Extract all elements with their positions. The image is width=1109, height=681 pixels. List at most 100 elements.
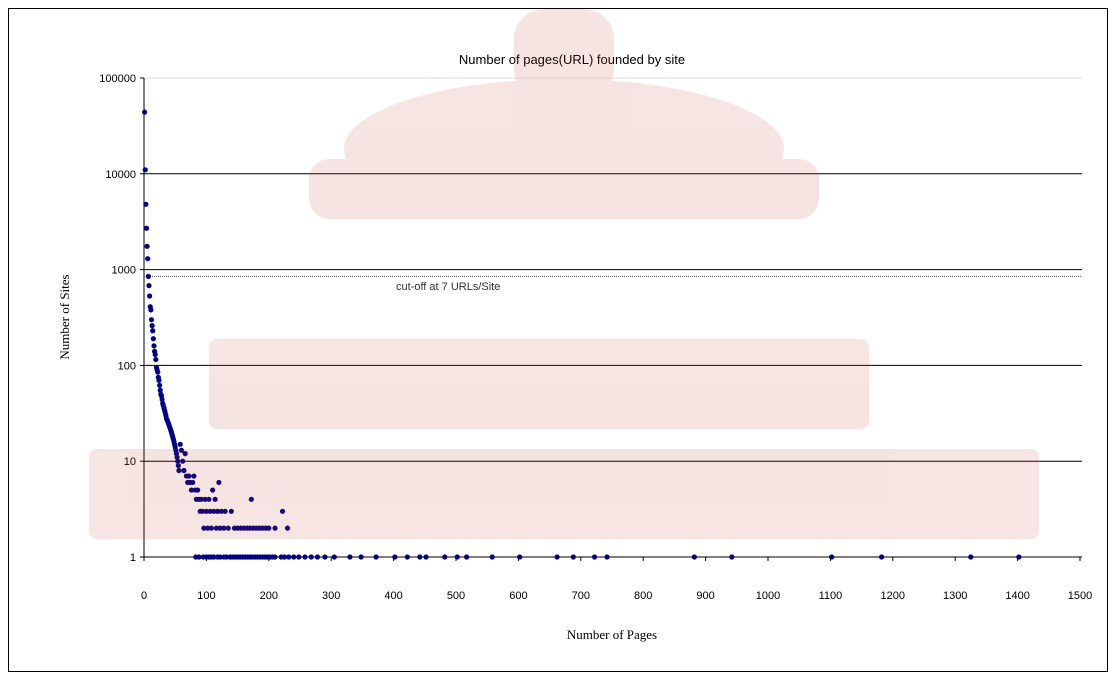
data-point (222, 508, 228, 514)
data-point (968, 554, 974, 560)
x-tick-label: 0 (141, 590, 147, 602)
data-point (221, 525, 227, 531)
data-point (146, 283, 152, 289)
data-point (176, 467, 182, 474)
data-point (210, 487, 216, 493)
data-point (186, 473, 192, 479)
x-tick-label: 1300 (943, 590, 967, 602)
data-point (143, 225, 150, 231)
x-tick-label: 600 (509, 590, 527, 602)
data-point (181, 467, 187, 474)
x-tick-label: 700 (572, 590, 590, 602)
data-point (392, 554, 398, 560)
data-point (144, 243, 150, 249)
data-point (281, 554, 287, 560)
x-tick-label: 1200 (881, 590, 905, 602)
data-point (517, 554, 523, 560)
data-point (554, 554, 560, 560)
cutoff-annotation: cut-off at 7 URLs/Site (396, 281, 500, 293)
data-point (175, 458, 181, 464)
data-point (604, 554, 610, 560)
data-point (331, 554, 337, 560)
data-point (205, 525, 211, 531)
data-point (279, 508, 286, 514)
data-point (149, 323, 155, 329)
data-point (143, 201, 149, 207)
y-tick-label: 1 (130, 552, 136, 564)
seal-canopy-shape (344, 79, 784, 219)
data-point (191, 473, 197, 479)
data-point (157, 382, 163, 388)
data-point (198, 496, 205, 502)
y-tick-label: 10000 (105, 169, 136, 181)
data-point (196, 554, 202, 560)
data-point (155, 369, 161, 375)
data-point (145, 273, 151, 279)
gridlines (144, 77, 1082, 462)
data-point (156, 377, 162, 383)
data-point (190, 479, 196, 486)
data-point (228, 508, 234, 514)
data-point (266, 525, 272, 531)
data-point (423, 554, 429, 560)
data-point (202, 496, 208, 502)
data-point (177, 441, 183, 447)
x-tick-label: 1500 (1068, 590, 1092, 602)
y-tick-label: 100000 (99, 73, 136, 85)
x-tick-label: 500 (447, 590, 465, 602)
data-point (223, 554, 229, 560)
x-tick-label: 200 (260, 590, 278, 602)
data-point (151, 343, 157, 349)
data-point (302, 554, 308, 560)
x-axis-label: Number of Pages (567, 627, 657, 642)
data-point (217, 525, 223, 531)
seal-crown-shape (514, 9, 614, 99)
data-point (248, 496, 254, 502)
data-point (347, 554, 353, 560)
data-point (206, 496, 212, 502)
data-point (570, 554, 576, 560)
data-point (878, 554, 885, 560)
data-point (212, 496, 218, 502)
data-point (178, 447, 185, 453)
data-point (157, 387, 163, 393)
y-tick-label: 1000 (112, 265, 136, 277)
data-point (218, 508, 224, 514)
data-point (200, 508, 206, 514)
x-tick-label: 100 (197, 590, 215, 602)
data-point (148, 307, 154, 313)
data-point (211, 554, 217, 560)
data-point (291, 554, 297, 560)
y-tick-label: 10 (124, 456, 136, 468)
y-axis-ticks: 1 10 100 1000 10000 100000 (99, 73, 144, 564)
scatter-chart: Number of pages(URL) founded by site 1 10… (57, 52, 1092, 642)
data-point (153, 356, 159, 363)
chart-title: Number of pages(URL) founded by site (459, 52, 685, 67)
data-point (454, 554, 460, 560)
data-point (188, 487, 195, 493)
seal-band-upper (209, 339, 869, 429)
data-point (207, 508, 213, 514)
data-point (217, 554, 223, 560)
university-seal-watermark (89, 9, 1039, 539)
data-point (142, 109, 148, 115)
x-tick-label: 900 (696, 590, 714, 602)
data-point (829, 554, 835, 560)
data-point (147, 293, 153, 299)
data-point (182, 451, 188, 457)
x-tick-label: 400 (384, 590, 402, 602)
data-point (314, 554, 321, 560)
data-point (464, 554, 470, 560)
data-point (180, 458, 186, 464)
y-axis-label: Number of Sites (57, 274, 72, 359)
x-tick-label: 800 (634, 590, 652, 602)
data-point (272, 554, 278, 560)
data-point (272, 525, 278, 531)
data-point (175, 462, 181, 469)
x-tick-label: 1000 (756, 590, 780, 602)
seal-band-lower (89, 449, 1039, 539)
data-point (1016, 554, 1022, 560)
data-point (195, 487, 201, 493)
data-point (729, 554, 735, 560)
data-point (174, 454, 180, 460)
